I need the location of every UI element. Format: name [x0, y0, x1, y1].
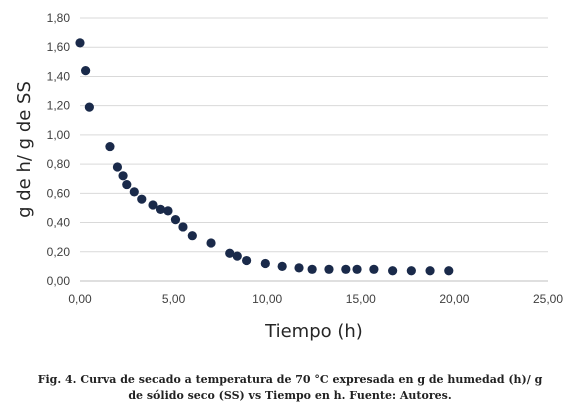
- data-point: [277, 261, 287, 271]
- data-point: [232, 251, 242, 261]
- y-tick-label: 1,80: [47, 11, 71, 25]
- gridlines: [80, 17, 548, 253]
- y-tick-label: 0,60: [47, 186, 71, 200]
- data-point: [425, 266, 435, 276]
- data-point: [324, 264, 334, 274]
- y-tick-labels: 0,00 0,20 0,40 0,60 0,80 1,00 1,20 1,40 1,60 1,80: [47, 11, 71, 288]
- y-tick-label: 0,20: [47, 245, 71, 259]
- data-point: [105, 141, 115, 152]
- x-tick-label: 15,00: [346, 292, 376, 306]
- y-tick-label: 1,00: [47, 128, 71, 142]
- data-point: [225, 248, 235, 258]
- y-tick-label: 0,80: [47, 157, 71, 171]
- data-point: [148, 200, 158, 210]
- figure-caption: Fig. 4. Curva de secado a temperatura de…: [0, 372, 580, 404]
- data-point: [444, 266, 454, 276]
- data-point: [352, 264, 362, 274]
- caption-line-1: Fig. 4. Curva de secado a temperatura de…: [37, 373, 543, 386]
- data-point: [369, 264, 379, 274]
- data-point: [112, 162, 123, 172]
- data-point: [84, 102, 94, 112]
- data-point: [388, 266, 398, 276]
- x-tick-label: 5,00: [162, 292, 186, 306]
- data-point: [170, 215, 181, 225]
- y-tick-label: 1,20: [47, 99, 71, 113]
- data-point: [307, 264, 317, 274]
- data-point: [178, 222, 188, 232]
- data-point: [137, 194, 147, 204]
- y-tick-label: 1,60: [47, 40, 71, 54]
- data-point: [187, 231, 197, 241]
- data-point: [75, 38, 85, 48]
- data-point: [155, 204, 166, 215]
- data-point: [294, 263, 304, 273]
- y-tick-label: 0,40: [47, 216, 71, 230]
- data-points: [75, 38, 454, 276]
- x-tick-labels: 0,00 5,00 10,00 15,00 20,00 25,00: [68, 292, 563, 306]
- x-tick-label: 10,00: [252, 292, 282, 306]
- data-point: [206, 238, 216, 248]
- x-axis-title: Tiempo (h): [264, 321, 363, 342]
- x-tick-label: 25,00: [533, 292, 563, 306]
- y-axis-title: g de h/ g de SS: [14, 81, 35, 218]
- data-point: [122, 179, 132, 190]
- y-tick-label: 1,40: [47, 69, 71, 83]
- x-tick-label: 20,00: [439, 292, 469, 306]
- data-point: [81, 66, 91, 76]
- data-point: [341, 264, 351, 274]
- data-point: [260, 258, 270, 269]
- data-point: [118, 171, 128, 181]
- caption-line-2: de sólido seco (SS) vs Tiempo en h. Fuen…: [128, 389, 452, 402]
- y-tick-label: 0,00: [47, 274, 71, 288]
- data-point: [163, 206, 173, 216]
- data-point: [242, 255, 252, 266]
- data-point: [129, 187, 139, 197]
- x-tick-label: 0,00: [68, 292, 92, 306]
- data-point: [406, 266, 416, 276]
